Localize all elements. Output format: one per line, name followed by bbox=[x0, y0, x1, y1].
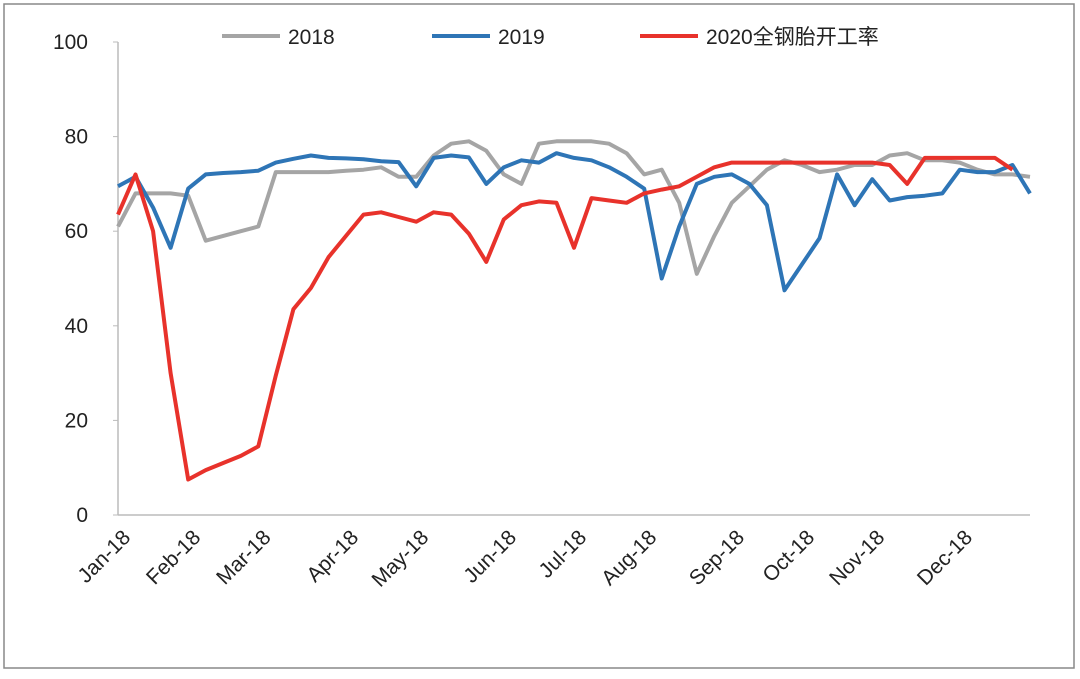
y-tick-label: 0 bbox=[76, 504, 88, 527]
series-line bbox=[116, 155, 1014, 482]
y-tick-label: 40 bbox=[65, 315, 88, 338]
y-tick-label: 80 bbox=[65, 126, 88, 149]
legend-label: 2018 bbox=[288, 26, 335, 49]
legend-label: 2019 bbox=[498, 26, 545, 49]
frame bbox=[3, 3, 1075, 669]
legend-label: 2020全钢胎开工率 bbox=[706, 26, 879, 49]
y-tick-label: 20 bbox=[65, 409, 88, 432]
y-tick-label: 100 bbox=[53, 31, 88, 54]
y-tick-label: 60 bbox=[65, 220, 88, 243]
series-line bbox=[117, 151, 1032, 293]
